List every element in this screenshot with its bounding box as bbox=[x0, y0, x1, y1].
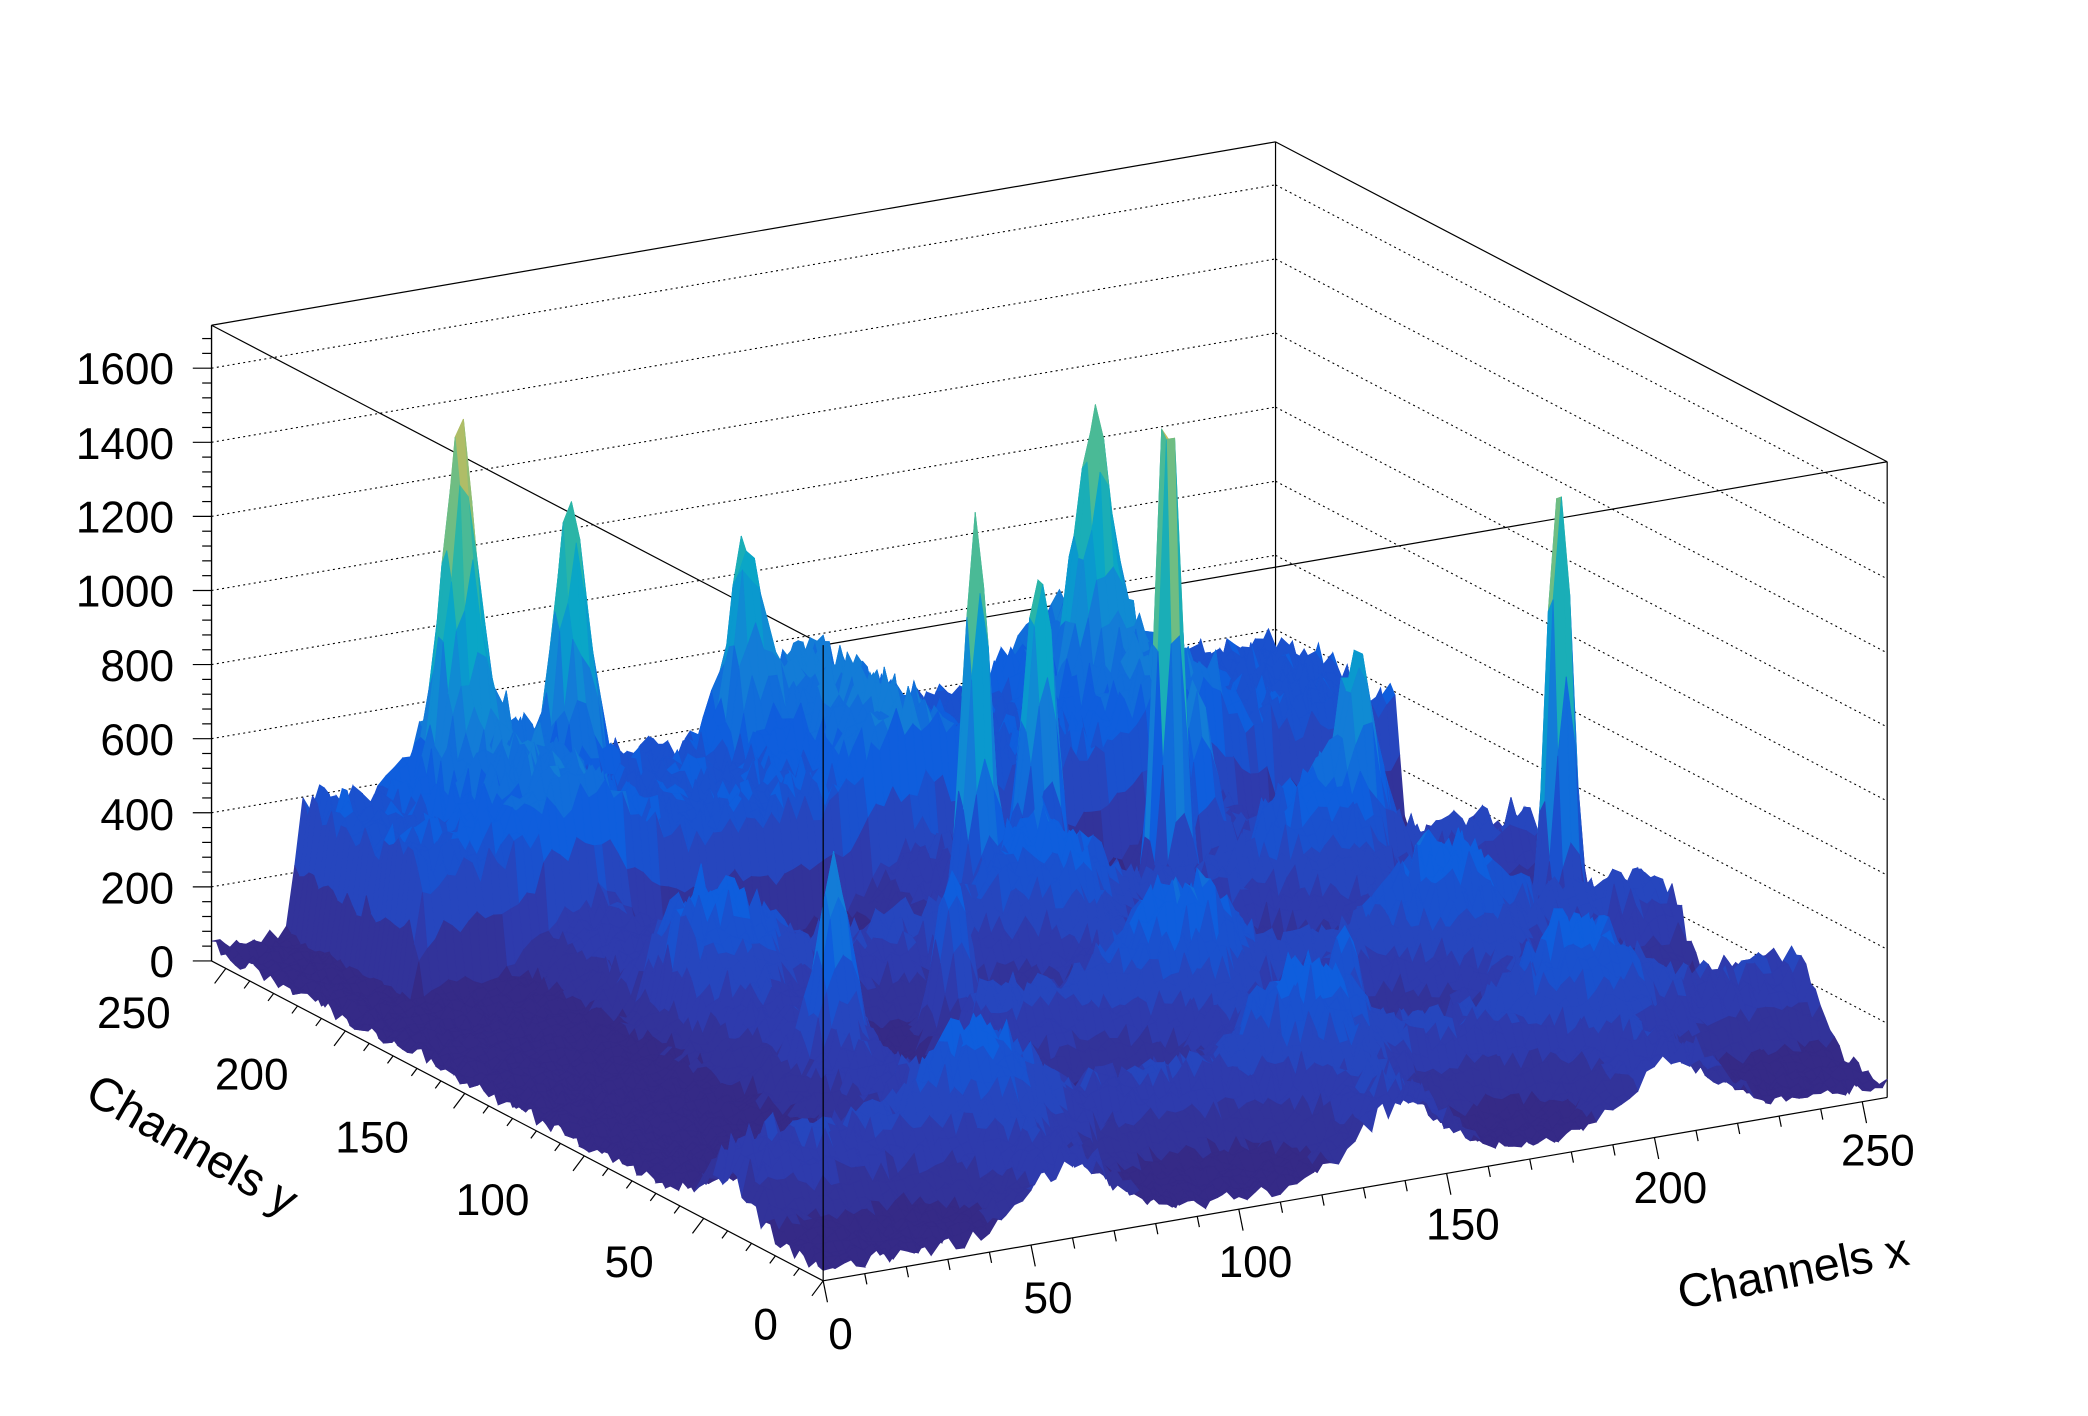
surface bbox=[211, 404, 1888, 1271]
grid-line bbox=[211, 184, 1276, 369]
box-edge bbox=[211, 324, 824, 646]
box-edge bbox=[1275, 141, 1888, 463]
box-edge bbox=[823, 461, 1888, 646]
grid-line bbox=[1275, 184, 1888, 506]
grid-line bbox=[1275, 258, 1888, 580]
box-edge bbox=[211, 141, 1276, 326]
grid-line bbox=[1275, 332, 1888, 654]
grid-line bbox=[211, 258, 1276, 443]
grid-line bbox=[211, 332, 1276, 517]
grid-line bbox=[1275, 406, 1888, 728]
